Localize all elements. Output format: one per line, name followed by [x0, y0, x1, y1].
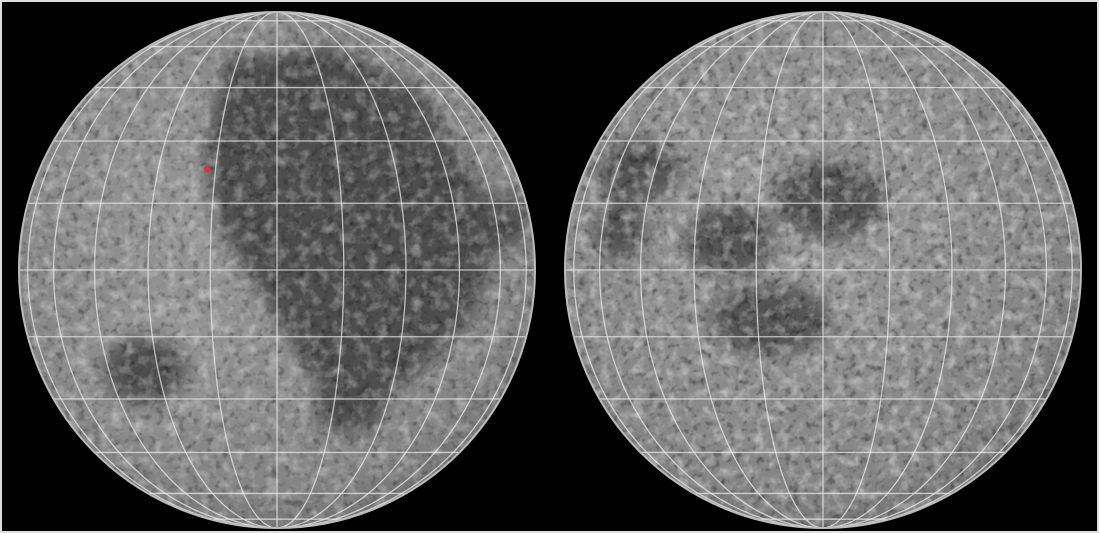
limb: [18, 11, 536, 529]
meridian: [209, 12, 345, 528]
left-hemisphere: [19, 12, 535, 528]
meridian: [93, 12, 461, 528]
meridian: [52, 12, 502, 528]
limb: [564, 11, 1082, 529]
meridian: [639, 12, 1007, 528]
meridian: [598, 12, 1048, 528]
right-hemisphere: [565, 12, 1081, 528]
meridian: [755, 12, 891, 528]
graticule: [565, 12, 1081, 528]
graticule: [19, 12, 535, 528]
meridian: [693, 12, 953, 528]
meridian: [147, 12, 407, 528]
meridian: [27, 12, 527, 528]
marker: [204, 166, 210, 172]
meridian: [573, 12, 1073, 528]
